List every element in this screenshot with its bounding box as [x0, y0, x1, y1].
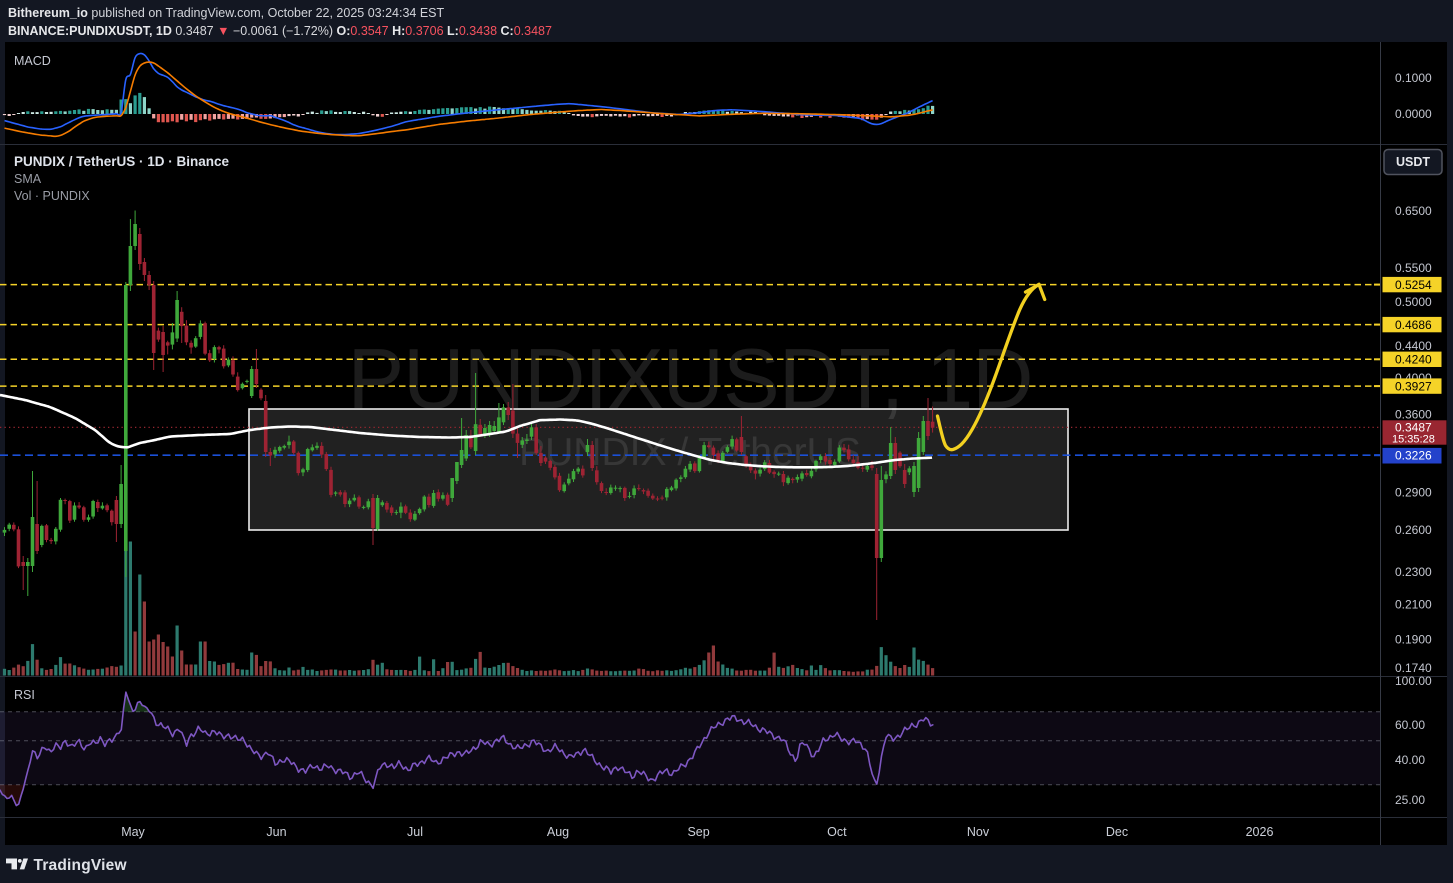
- svg-text:Bithereum_io published on Trad: Bithereum_io published on TradingView.co…: [8, 6, 445, 20]
- svg-text:0.3600: 0.3600: [1395, 408, 1432, 422]
- svg-text:25.00: 25.00: [1395, 793, 1425, 807]
- svg-text:USDT: USDT: [1396, 155, 1430, 169]
- svg-text:0.5254: 0.5254: [1395, 278, 1432, 292]
- svg-text:0.2600: 0.2600: [1395, 523, 1432, 537]
- svg-text:PUNDIX / TetherUS · 1D · Binan: PUNDIX / TetherUS · 1D · Binance: [14, 154, 230, 169]
- svg-text:0.2900: 0.2900: [1395, 486, 1432, 500]
- svg-text:Dec: Dec: [1106, 825, 1128, 839]
- svg-text:0.0000: 0.0000: [1395, 107, 1432, 121]
- svg-text:May: May: [121, 825, 145, 839]
- svg-text:0.4686: 0.4686: [1395, 318, 1432, 332]
- svg-text:Jun: Jun: [266, 825, 286, 839]
- svg-text:0.5500: 0.5500: [1395, 261, 1432, 275]
- svg-text:TradingView: TradingView: [34, 857, 128, 874]
- svg-text:0.3487: 0.3487: [1395, 420, 1432, 434]
- svg-text:0.3927: 0.3927: [1395, 379, 1432, 393]
- svg-text:SMA: SMA: [14, 172, 42, 186]
- svg-text:0.4400: 0.4400: [1395, 339, 1432, 353]
- svg-text:2026: 2026: [1246, 825, 1274, 839]
- svg-text:RSI: RSI: [14, 688, 35, 702]
- svg-text:PUNDIXUSDT, 1D: PUNDIXUSDT, 1D: [347, 332, 1032, 427]
- svg-text:0.1900: 0.1900: [1395, 633, 1432, 647]
- svg-text:MACD: MACD: [14, 54, 51, 68]
- svg-text:40.00: 40.00: [1395, 753, 1425, 767]
- svg-text:15:35:28: 15:35:28: [1392, 434, 1435, 446]
- svg-text:Sep: Sep: [687, 825, 709, 839]
- svg-text:0.4240: 0.4240: [1395, 353, 1432, 367]
- svg-text:0.3226: 0.3226: [1395, 449, 1432, 463]
- svg-text:BINANCE:PUNDIXUSDT, 1D 0.3487: BINANCE:PUNDIXUSDT, 1D 0.3487 ▼ −0.0061 …: [8, 24, 552, 38]
- svg-text:0.1000: 0.1000: [1395, 71, 1432, 85]
- svg-text:Aug: Aug: [547, 825, 569, 839]
- svg-text:100.00: 100.00: [1395, 674, 1432, 688]
- svg-text:Nov: Nov: [967, 825, 990, 839]
- svg-text:0.6500: 0.6500: [1395, 204, 1432, 218]
- svg-text:Jul: Jul: [407, 825, 423, 839]
- svg-text:0.1740: 0.1740: [1395, 661, 1432, 675]
- svg-text:0.5000: 0.5000: [1395, 295, 1432, 309]
- svg-text:Vol · PUNDIX: Vol · PUNDIX: [14, 189, 90, 203]
- svg-text:0.2300: 0.2300: [1395, 565, 1432, 579]
- svg-text:Oct: Oct: [827, 825, 847, 839]
- svg-text:0.2100: 0.2100: [1395, 598, 1432, 612]
- svg-text:60.00: 60.00: [1395, 718, 1425, 732]
